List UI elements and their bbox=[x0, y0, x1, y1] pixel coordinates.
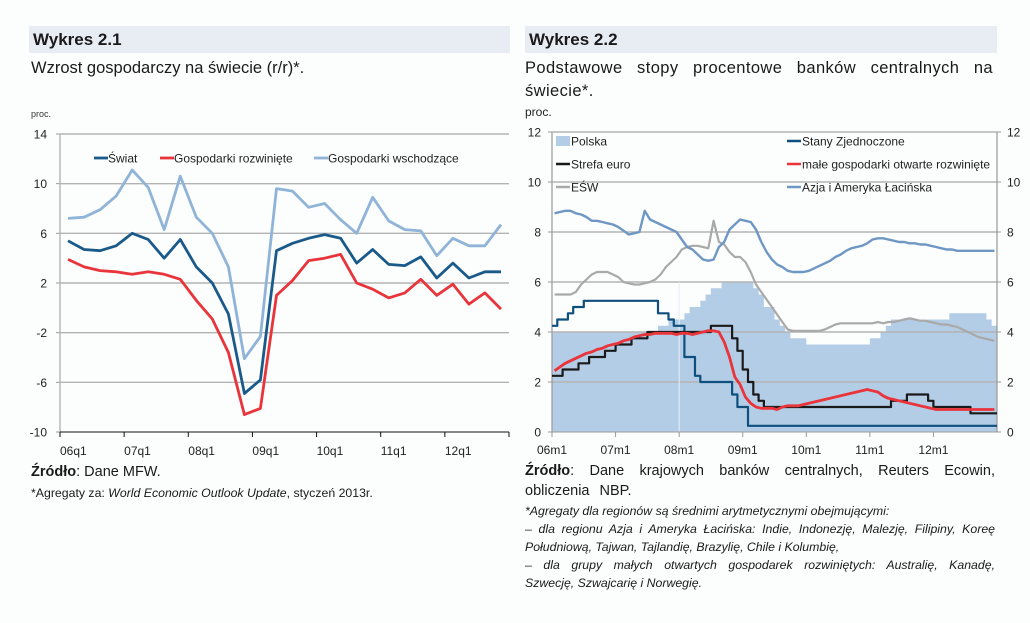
source-note: Źródło: Dane krajowych banków centralnyc… bbox=[525, 461, 995, 501]
y-tick-label-left: 8 bbox=[534, 226, 541, 240]
legend-swatch bbox=[556, 136, 570, 146]
y-tick-label-right: 6 bbox=[1007, 276, 1014, 290]
x-tick-label: 07q1 bbox=[124, 444, 151, 458]
x-tick-label: 09m1 bbox=[728, 443, 758, 457]
y-tick-label: 14 bbox=[34, 128, 48, 142]
chart-header: Wykres 2.2 bbox=[525, 26, 997, 53]
footnote-prefix: *Agregaty za: bbox=[31, 486, 109, 500]
legend-label: Świat bbox=[108, 151, 138, 166]
y-axis-unit-label: proc. bbox=[525, 105, 552, 119]
series-line-2 bbox=[67, 168, 503, 361]
footnote-publication: World Economic Outlook Update bbox=[108, 486, 287, 500]
y-tick-label-left: 4 bbox=[534, 326, 541, 340]
series-line-3 bbox=[553, 329, 995, 411]
y-tick-label: -10 bbox=[30, 426, 48, 440]
y-tick-label: 6 bbox=[40, 227, 47, 241]
series-line-5 bbox=[554, 209, 995, 274]
x-tick-label: 12q1 bbox=[445, 444, 472, 458]
y-tick-label-right: 0 bbox=[1007, 426, 1014, 440]
chart-panel-2-2: Wykres 2.2 Podstawowe stopy procentowe b… bbox=[515, 0, 1030, 623]
footnote-line: – dla regionu Azja i Ameryka Łacińska: I… bbox=[525, 522, 995, 536]
y-tick-label: -6 bbox=[36, 376, 47, 390]
interest-rate-chart: proc. 0 0 2 2 4 4 6 6 8 8 10 10 12 12 06m1 07m1 08m1 09m1 1… bbox=[525, 105, 1021, 457]
y-tick-label-left: 12 bbox=[528, 126, 542, 140]
y-tick-label-right: 12 bbox=[1007, 126, 1021, 140]
y-tick-label-right: 10 bbox=[1007, 176, 1021, 190]
series-area-polska bbox=[552, 282, 997, 432]
footnote: *Agregaty dla regionów są średnimi arytm… bbox=[525, 502, 995, 592]
source-label: Źródło bbox=[31, 464, 77, 480]
x-tick-label: 10m1 bbox=[791, 443, 821, 457]
y-tick-label-right: 4 bbox=[1007, 326, 1014, 340]
legend-label: Gospodarki rozwinięte bbox=[174, 152, 293, 166]
y-tick-label: 10 bbox=[34, 177, 48, 191]
y-tick-label-right: 8 bbox=[1007, 226, 1014, 240]
legend-label: Stany Zjednoczone bbox=[802, 135, 905, 149]
legend-label: małe gospodarki otwarte rozwinięte bbox=[802, 158, 990, 172]
footnote: *Agregaty za: World Economic Outlook Upd… bbox=[31, 484, 373, 502]
x-tick-label: 08m1 bbox=[664, 443, 694, 457]
chart-subtitle: Wzrost gospodarczy na świecie (r/r)*. bbox=[31, 59, 305, 77]
footnote-line: Szwecję, Szwajcarię i Norwegię. bbox=[525, 576, 703, 590]
legend-label: Azja i Ameryka Łacińska bbox=[802, 181, 932, 195]
x-tick-label: 08q1 bbox=[188, 444, 215, 458]
y-tick-label-left: 10 bbox=[528, 176, 542, 190]
legend-label: Gospodarki wschodzące bbox=[328, 152, 459, 166]
source-label: Źródło bbox=[525, 463, 571, 479]
footnote-line: *Agregaty dla regionów są średnimi arytm… bbox=[525, 504, 890, 518]
chart-header: Wykres 2.1 bbox=[29, 26, 510, 53]
footnote-suffix: , styczeń 2013r. bbox=[286, 486, 373, 500]
source-note: Źródło: Dane MFW. bbox=[31, 462, 161, 482]
y-tick-label: 2 bbox=[40, 277, 47, 291]
legend-label: EŚW bbox=[571, 180, 599, 195]
x-tick-label: 06q1 bbox=[60, 444, 87, 458]
x-tick-label: 07m1 bbox=[601, 443, 631, 457]
footnote-line: Południową, Tajwan, Tajlandię, Brazylię,… bbox=[525, 540, 840, 554]
source-text: : Dane krajowych banków centralnych, Reu… bbox=[525, 463, 995, 499]
legend-label: Polska bbox=[571, 135, 607, 149]
x-tick-label: 11q1 bbox=[381, 444, 407, 458]
x-tick-label: 06m1 bbox=[537, 443, 567, 457]
series-line-1 bbox=[67, 252, 502, 417]
growth-chart: proc. -10 -6 -2 2 6 10 14 06q1 07q1 08q1 09q1 10q1 11… bbox=[30, 109, 510, 458]
y-tick-label-left: 0 bbox=[534, 426, 541, 440]
x-tick-label: 09q1 bbox=[252, 444, 279, 458]
chart-subtitle: Podstawowe stopy procentowe banków centr… bbox=[525, 59, 993, 100]
x-tick-label: 10q1 bbox=[317, 444, 344, 458]
y-tick-label-left: 2 bbox=[534, 376, 541, 390]
y-axis-unit-label: proc. bbox=[31, 109, 51, 119]
series-line-0 bbox=[67, 231, 501, 395]
legend-label: Strefa euro bbox=[571, 158, 631, 172]
chart-panel-2-1: Wykres 2.1 Wzrost gospodarczy na świecie… bbox=[29, 26, 510, 502]
x-tick-label: 11m1 bbox=[855, 443, 884, 457]
series-line-4 bbox=[554, 219, 995, 342]
footnote-line: – dla grupy małych otwartych gospodarek … bbox=[525, 558, 995, 572]
x-tick-label: 12m1 bbox=[918, 443, 948, 457]
y-tick-label-left: 6 bbox=[534, 276, 541, 290]
y-tick-label: -2 bbox=[36, 326, 47, 340]
source-text: : Dane MFW. bbox=[76, 464, 161, 480]
series-line-1 bbox=[552, 299, 997, 427]
y-tick-label-right: 2 bbox=[1007, 376, 1014, 390]
